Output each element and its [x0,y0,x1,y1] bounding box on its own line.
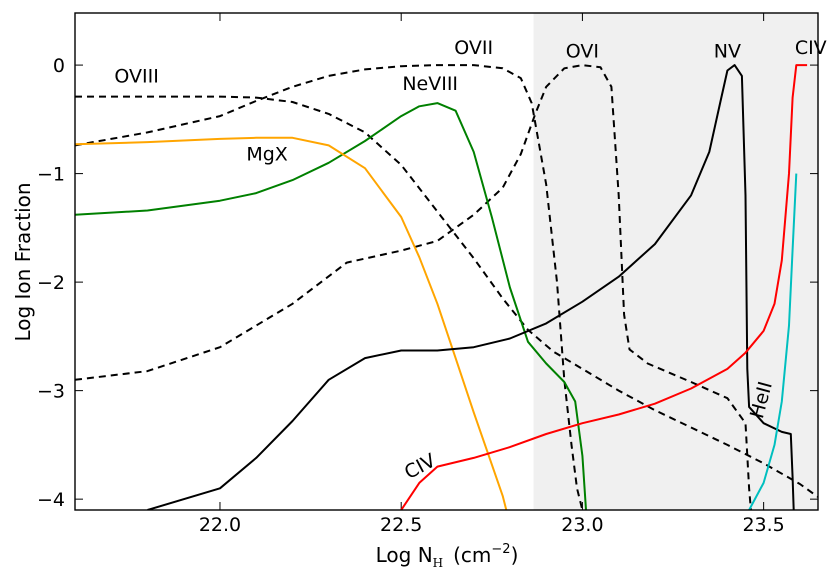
series-line-ovi [75,64,752,510]
x-tick-label: 23.0 [561,514,603,536]
series-lines [75,64,818,510]
series-label-oviii: OVIII [114,65,158,87]
x-axis-title-units: (cm [453,543,491,567]
series-line-nv [147,64,795,510]
series-line-mgx [75,136,508,510]
series-line-civ [400,64,808,510]
x-axis-title-exponent: −2 [491,542,510,557]
x-tick-label: 23.5 [742,514,784,536]
x-axis-title-subscript: H [433,556,443,570]
y-tick-label: −2 [37,272,65,294]
series-label-mgx: MgX [246,144,287,166]
axis-ticks: 22.0 22.5 23.0 23.5 0 −1 −2 −3 −4 [37,13,818,536]
series-line-ovii [75,64,584,510]
series-label-civ-top: CIV [795,37,827,59]
series-line-neviii [75,102,587,510]
plot-frame [74,12,819,511]
series-label-neviii: NeVIII [402,73,458,95]
x-axis-title-close: ) [511,543,519,567]
series-label-ovi: OVI [566,40,599,62]
y-tick-label: −4 [37,489,65,511]
y-tick-label: −3 [37,381,65,403]
x-tick-label: 22.0 [199,514,241,536]
x-axis-title-main: Log N [376,543,433,567]
series-line-oviii [75,95,818,498]
y-axis-title: Log Ion Fraction [11,182,35,341]
series-label-ovii: OVII [454,37,493,59]
series-label-civ: CIV [401,450,439,484]
x-tick-label: 22.5 [380,514,422,536]
y-tick-label: −1 [37,164,65,186]
series-label-nv: NV [714,40,741,62]
y-tick-label: 0 [53,55,65,77]
x-axis-title: Log NH (cm−2) [376,542,519,570]
series-line-heii [748,173,798,510]
